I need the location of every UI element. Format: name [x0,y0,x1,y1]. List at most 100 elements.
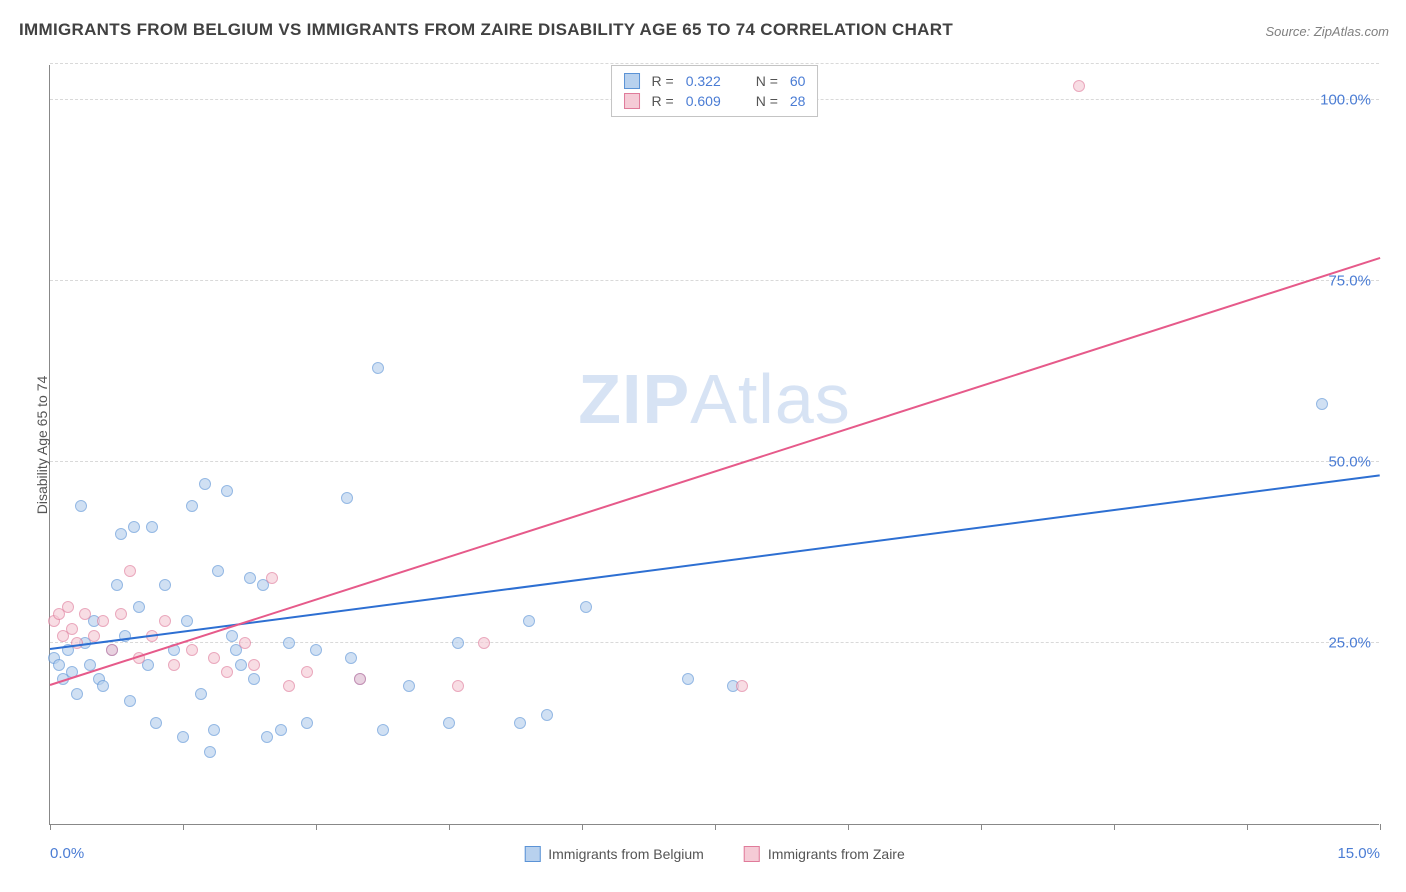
scatter-point [115,608,127,620]
legend-r-value-zaire: 0.609 [686,93,736,109]
scatter-point [62,601,74,613]
scatter-point [301,666,313,678]
scatter-point [452,637,464,649]
scatter-point [1316,398,1328,410]
legend-swatch-zaire [624,93,640,109]
scatter-point [186,500,198,512]
scatter-point [541,709,553,721]
scatter-point [124,565,136,577]
scatter-point [186,644,198,656]
y-tick-label: 50.0% [1328,454,1371,471]
scatter-point [244,572,256,584]
gridline [50,461,1379,462]
scatter-point [111,579,123,591]
x-tick [449,824,450,830]
scatter-point [53,659,65,671]
legend-label-zaire: Immigrants from Zaire [768,846,905,862]
scatter-point [128,521,140,533]
x-tick [981,824,982,830]
scatter-point [248,673,260,685]
x-tick-label: 0.0% [50,845,84,862]
scatter-point [181,615,193,627]
scatter-point [168,659,180,671]
legend-swatch-zaire-icon [744,846,760,862]
y-tick-label: 75.0% [1328,273,1371,290]
legend-row-zaire: R = 0.609 N = 28 [624,91,806,111]
scatter-point [212,565,224,577]
scatter-point [283,680,295,692]
scatter-point [208,652,220,664]
scatter-point [377,724,389,736]
legend-n-value-zaire: 28 [790,93,806,109]
y-axis-title: Disability Age 65 to 74 [34,375,50,514]
legend-item-zaire: Immigrants from Zaire [744,846,905,862]
scatter-point [345,652,357,664]
scatter-point [403,680,415,692]
scatter-point [146,521,158,533]
x-tick [183,824,184,830]
scatter-point [478,637,490,649]
scatter-point [301,717,313,729]
legend-row-belgium: R = 0.322 N = 60 [624,71,806,91]
scatter-point [682,673,694,685]
scatter-point [159,615,171,627]
scatter-point [372,362,384,374]
scatter-point [115,528,127,540]
x-tick [1380,824,1381,830]
scatter-point [514,717,526,729]
scatter-point [580,601,592,613]
legend-series: Immigrants from Belgium Immigrants from … [524,846,905,862]
scatter-point [124,695,136,707]
chart-title: IMMIGRANTS FROM BELGIUM VS IMMIGRANTS FR… [19,20,1389,40]
x-tick [715,824,716,830]
scatter-point [523,615,535,627]
scatter-point [204,746,216,758]
legend-r-label: R = [652,93,674,109]
watermark: ZIPAtlas [578,359,851,439]
scatter-point [354,673,366,685]
scatter-point [283,637,295,649]
scatter-point [341,492,353,504]
scatter-point [133,601,145,613]
scatter-point [208,724,220,736]
scatter-point [106,644,118,656]
legend-n-value-belgium: 60 [790,73,806,89]
y-tick-label: 100.0% [1320,92,1371,109]
scatter-point [221,485,233,497]
legend-swatch-belgium [624,73,640,89]
legend-n-label: N = [756,93,778,109]
scatter-point [266,572,278,584]
x-tick-label: 15.0% [1337,845,1380,862]
scatter-point [248,659,260,671]
x-tick [582,824,583,830]
scatter-point [97,615,109,627]
legend-swatch-belgium-icon [524,846,540,862]
scatter-point [75,500,87,512]
scatter-point [71,688,83,700]
x-tick [848,824,849,830]
scatter-point [66,623,78,635]
scatter-point [235,659,247,671]
y-tick-label: 25.0% [1328,635,1371,652]
scatter-point [261,731,273,743]
x-tick [50,824,51,830]
watermark-suffix: Atlas [690,360,851,438]
scatter-point [195,688,207,700]
scatter-point [310,644,322,656]
legend-correlation: R = 0.322 N = 60 R = 0.609 N = 28 [611,65,819,117]
scatter-point [79,608,91,620]
scatter-point [221,666,233,678]
legend-item-belgium: Immigrants from Belgium [524,846,704,862]
scatter-point [239,637,251,649]
legend-label-belgium: Immigrants from Belgium [548,846,704,862]
x-tick [1114,824,1115,830]
scatter-point [1073,80,1085,92]
scatter-point [97,680,109,692]
scatter-point [150,717,162,729]
scatter-point [159,579,171,591]
scatter-point [226,630,238,642]
trend-line [50,475,1380,651]
scatter-point [275,724,287,736]
legend-r-label: R = [652,73,674,89]
x-tick [316,824,317,830]
